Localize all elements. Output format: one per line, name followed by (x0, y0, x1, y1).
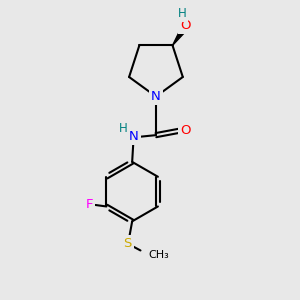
Text: N: N (129, 130, 139, 143)
Text: CH₃: CH₃ (148, 250, 169, 260)
Text: O: O (180, 19, 190, 32)
Text: F: F (86, 199, 93, 212)
Text: S: S (124, 237, 132, 250)
Text: N: N (151, 90, 161, 103)
Text: O: O (180, 124, 190, 137)
Polygon shape (172, 27, 186, 45)
Text: H: H (178, 7, 187, 20)
Text: H: H (119, 122, 128, 135)
